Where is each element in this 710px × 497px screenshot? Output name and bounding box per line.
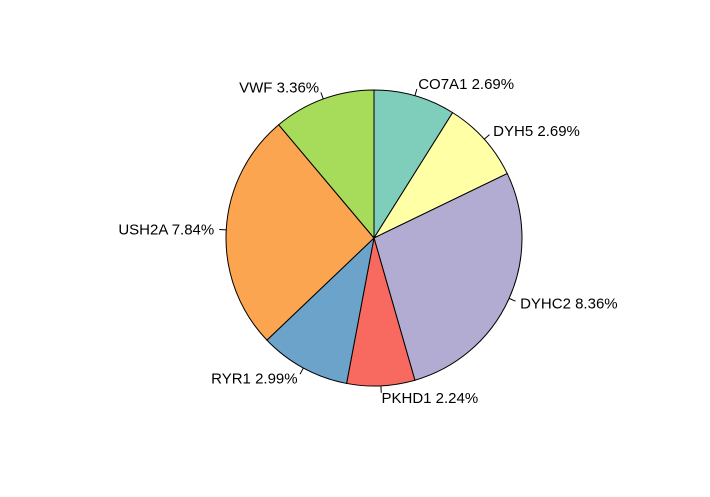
slice-label: DYH5 2.69% xyxy=(493,123,580,140)
pie-slice xyxy=(225,124,375,341)
slice-label: RYR1 2.99% xyxy=(211,371,297,388)
leader-line xyxy=(414,88,418,96)
pie-slices xyxy=(225,89,523,387)
slice-label: PKHD1 2.24% xyxy=(381,390,478,407)
leader-line xyxy=(320,92,324,100)
leader-line xyxy=(483,134,490,140)
slice-label: VWF 3.36% xyxy=(239,80,319,97)
slice-label: DYHC2 8.36% xyxy=(520,295,618,312)
leader-line xyxy=(299,367,304,375)
pie-slice xyxy=(373,89,454,240)
slice-label: USH2A 7.84% xyxy=(118,221,214,238)
pie-slice xyxy=(277,89,375,240)
leader-line xyxy=(508,297,516,302)
label-leader-lines xyxy=(219,88,516,393)
slice-labels: CO7A1 2.69% DYH5 2.69% DYHC2 8.36% PKHD1 2.… xyxy=(118,76,617,407)
pie-slice xyxy=(372,111,508,240)
pie-slice xyxy=(373,172,523,381)
slice-label: CO7A1 2.69% xyxy=(418,76,514,93)
